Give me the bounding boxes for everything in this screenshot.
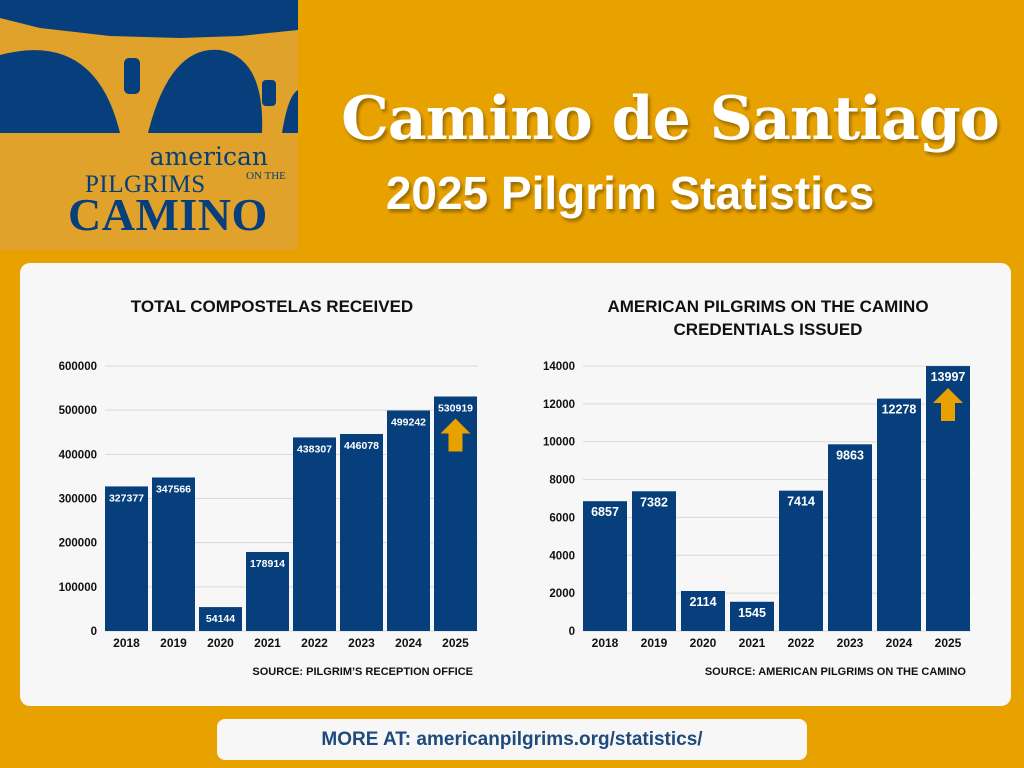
chart-1-y-tick: 600000 [59,361,97,373]
chart-1-x-tick: 2022 [301,636,328,650]
chart-1-x-tick: 2025 [442,636,469,650]
chart-2-data-label: 13997 [931,370,966,384]
chart-1-source: SOURCE: PILGRIM’S RECEPTION OFFICE [252,666,473,678]
chart-2-y-tick: 10000 [543,437,575,449]
chart-2-x-tick: 2021 [739,636,766,650]
chart-1-data-label: 54144 [206,613,235,625]
chart-2-data-label: 7382 [640,495,668,509]
chart-1-x-tick: 2019 [160,636,187,650]
footer-link[interactable]: MORE AT: americanpilgrims.org/statistics… [217,719,807,760]
bridge-illustration [0,18,298,133]
chart-2-y-tick: 8000 [549,475,575,487]
chart-1-bar [246,551,289,631]
chart-1-y-tick: 100000 [59,582,97,594]
chart-2-data-label: 12278 [882,403,917,417]
up-arrow-icon [440,418,471,452]
chart-1-data-label: 178914 [250,558,285,570]
chart-1-y-tick: 500000 [59,405,97,417]
chart-2-bar [632,491,676,631]
chart-2-y-tick: 6000 [549,512,575,524]
chart-1-y-tick: 200000 [59,538,97,550]
chart-2-y-tick: 0 [569,626,575,638]
chart-2-y-tick: 14000 [543,361,575,373]
chart-2-x-tick: 2018 [592,636,619,650]
chart-1-data-label: 530919 [438,403,473,415]
chart-1-bar [293,437,336,631]
chart-2-bar [877,398,921,631]
chart-2-y-tick: 4000 [549,550,575,562]
chart-1-x-tick: 2021 [254,636,281,650]
chart-1-bar [152,477,195,631]
chart-1-y-tick: 300000 [59,494,97,506]
logo: american PILGRIMS ON THE CAMINO [0,0,298,250]
chart-1-bar [199,607,242,631]
up-arrow-icon [933,388,963,422]
page-title: Camino de Santiago [341,84,1000,154]
chart-1-x-tick: 2020 [207,636,234,650]
chart-1-x-tick: 2018 [113,636,140,650]
logo-line-3: CAMINO [68,189,268,240]
chart-2-x-tick: 2019 [641,636,668,650]
chart-2-data-label: 2114 [689,595,716,609]
chart-1-bar [340,433,383,631]
chart-2-data-label: 7414 [787,495,815,509]
chart-1-title: TOTAL COMPOSTELAS RECEIVED [130,297,414,316]
chart-2-bar [730,601,774,631]
logo-line-1: american [149,142,268,171]
chart-2-x-tick: 2020 [690,636,717,650]
chart-2-bar [583,501,627,631]
chart-1-data-label: 438307 [297,443,332,455]
chart-1-data-label: 347566 [156,483,191,495]
chart-2-title: AMERICAN PILGRIMS ON THE CAMINO CREDENTIA… [607,297,929,339]
chart-1-data-label: 327377 [109,492,144,504]
chart-1-data-label: 446078 [344,440,379,452]
chart-1-y-tick: 0 [91,626,97,638]
chart-1-x-tick: 2023 [348,636,375,650]
chart-2-y-tick: 12000 [543,399,575,411]
chart-2-x-tick: 2023 [837,636,864,650]
chart-2-bar [779,490,823,631]
chart-2-bar [828,444,872,631]
chart-1-x-tick: 2024 [395,636,422,650]
chart-2-y-tick: 2000 [549,588,575,600]
chart-1-bar [387,410,430,631]
chart-1-bar [105,486,148,631]
chart-1-y-tick: 400000 [59,449,97,461]
chart-2-x-tick: 2025 [935,636,962,650]
chart-2-x-tick: 2022 [788,636,815,650]
chart-2-source: SOURCE: AMERICAN PILGRIMS ON THE CAMINO [704,666,966,678]
logo-line-2: PILGRIMS [85,171,206,198]
page-subtitle: 2025 Pilgrim Statistics [385,167,875,219]
chart-2-bar [681,590,725,631]
chart-1-data-label: 499242 [391,417,426,429]
chart-2-data-label: 1545 [738,606,766,620]
chart-2-data-label: 9863 [836,448,864,462]
chart-2-x-tick: 2024 [886,636,913,650]
chart-2-data-label: 6857 [591,505,619,519]
logo-on-the: ON THE [246,170,286,182]
